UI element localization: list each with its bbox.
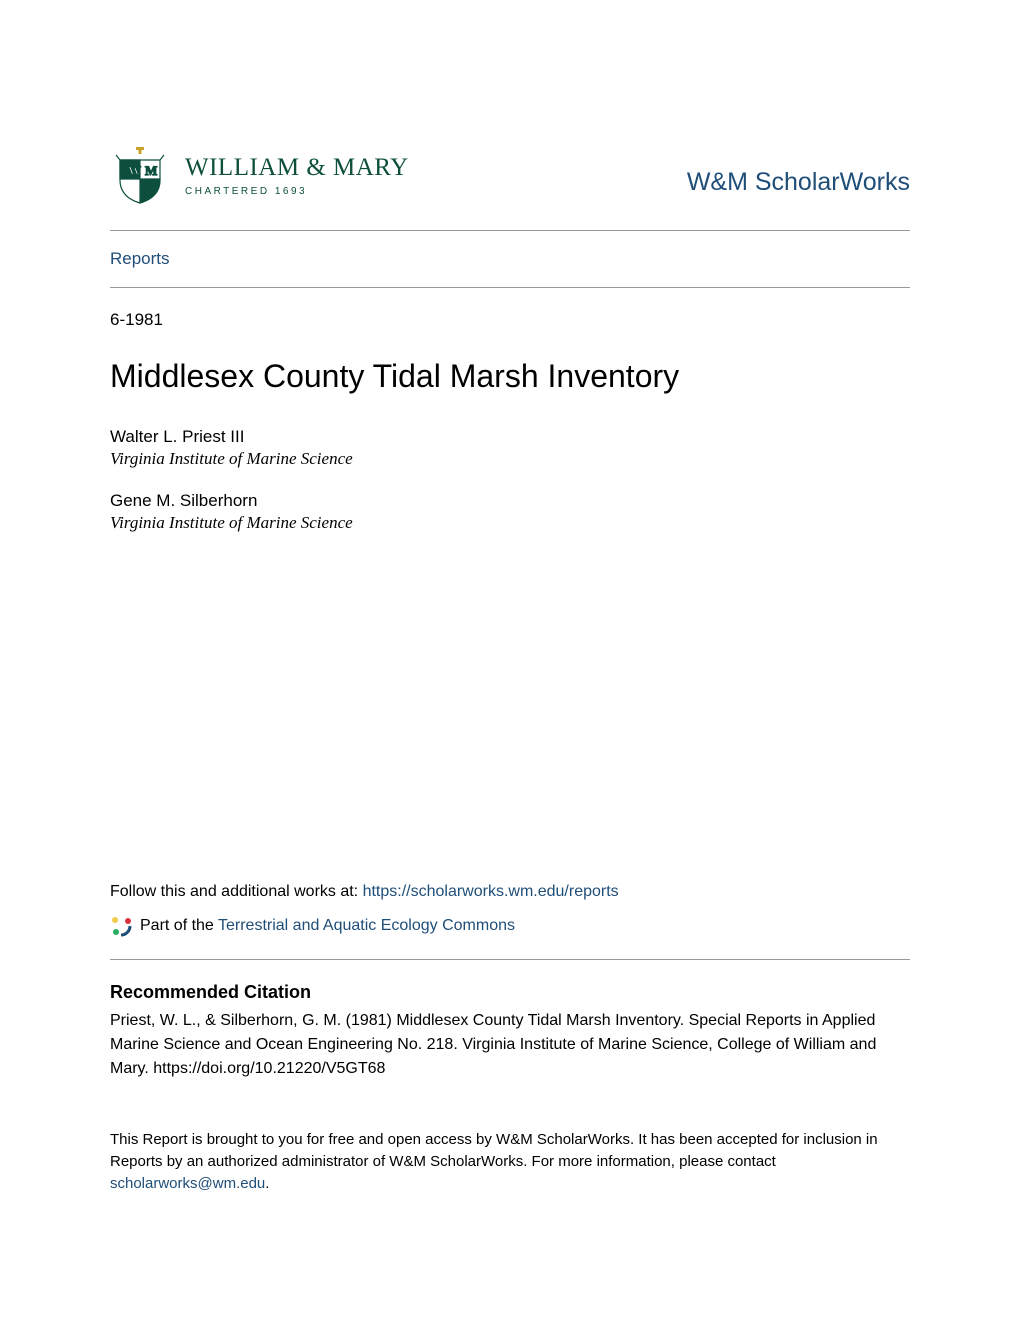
citation-text: Priest, W. L., & Silberhorn, G. M. (1981…: [110, 1009, 910, 1081]
contact-email-link[interactable]: scholarworks@wm.edu: [110, 1175, 265, 1192]
partof-row: Part of the Terrestrial and Aquatic Ecol…: [110, 915, 910, 959]
author-block-1: Gene M. Silberhorn Virginia Institute of…: [110, 491, 910, 533]
wm-wordmark: WILLIAM & MARY: [185, 154, 409, 182]
citation-heading: Recommended Citation: [110, 982, 910, 1003]
follow-prefix: Follow this and additional works at:: [110, 883, 363, 900]
partof-prefix: Part of the: [140, 917, 218, 934]
reports-link[interactable]: Reports: [110, 249, 170, 268]
svg-text:M: M: [145, 163, 157, 178]
partof-text: Part of the Terrestrial and Aquatic Ecol…: [140, 917, 515, 935]
follow-row: Follow this and additional works at: htt…: [110, 883, 910, 901]
commons-link[interactable]: Terrestrial and Aquatic Ecology Commons: [218, 917, 515, 934]
page-container: W M WILLIAM & MARY CHARTERED 1693 W&M Sc…: [0, 0, 1020, 1196]
divider-bottom: [110, 959, 910, 960]
citation-block: Recommended Citation Priest, W. L., & Si…: [110, 982, 910, 1081]
footer-before: This Report is brought to you for free a…: [110, 1131, 878, 1170]
breadcrumb-row: Reports: [110, 231, 910, 287]
author-name: Walter L. Priest III: [110, 427, 910, 447]
network-commons-icon: [110, 915, 132, 937]
wm-logo-text: WILLIAM & MARY CHARTERED 1693: [185, 154, 409, 197]
wm-logo-link[interactable]: W M WILLIAM & MARY CHARTERED 1693: [110, 145, 409, 205]
wm-crest-icon: W M: [110, 145, 170, 205]
wm-chartered: CHARTERED 1693: [185, 186, 409, 197]
follow-works-link[interactable]: https://scholarworks.wm.edu/reports: [363, 883, 619, 900]
author-affiliation: Virginia Institute of Marine Science: [110, 449, 910, 469]
author-block-0: Walter L. Priest III Virginia Institute …: [110, 427, 910, 469]
footer-after: .: [265, 1175, 269, 1192]
footer-text: This Report is brought to you for free a…: [110, 1129, 910, 1196]
svg-text:W: W: [128, 163, 141, 178]
author-affiliation: Virginia Institute of Marine Science: [110, 513, 910, 533]
scholarworks-link[interactable]: W&M ScholarWorks: [687, 168, 910, 205]
author-name: Gene M. Silberhorn: [110, 491, 910, 511]
header-row: W M WILLIAM & MARY CHARTERED 1693 W&M Sc…: [110, 145, 910, 230]
page-title: Middlesex County Tidal Marsh Inventory: [110, 358, 910, 395]
publication-date: 6-1981: [110, 288, 910, 358]
